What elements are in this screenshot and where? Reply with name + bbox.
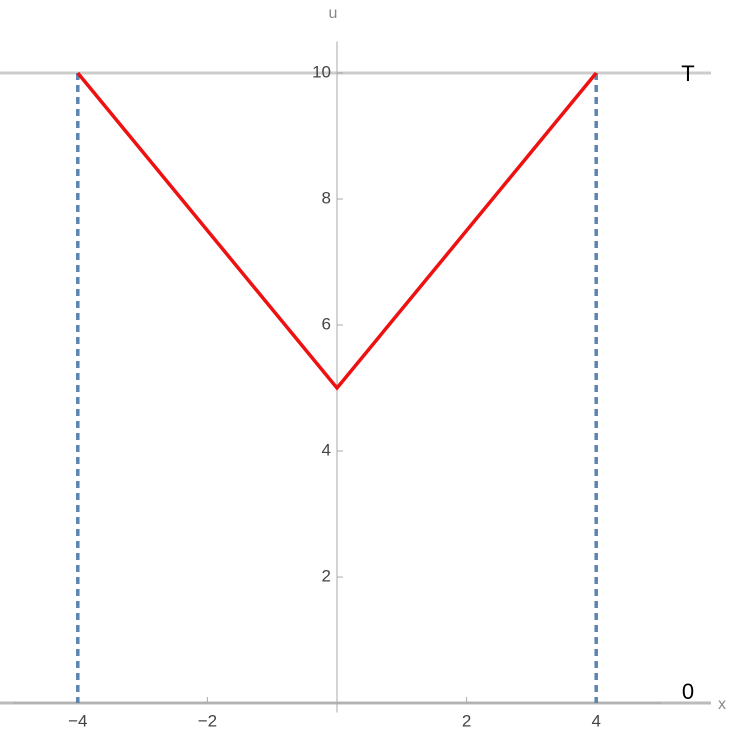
y-tick-label: 6: [322, 315, 331, 334]
x-tick-label: 2: [462, 712, 471, 731]
y-tick-label: 4: [322, 441, 331, 460]
x-tick-label: −4: [68, 712, 87, 731]
y-tick-label: 2: [322, 567, 331, 586]
reference-label: 0: [682, 679, 694, 704]
x-tick-label: −2: [198, 712, 217, 731]
y-tick-label: 8: [322, 188, 331, 207]
line: [76, 71, 598, 391]
y-axis-label: u: [329, 5, 338, 22]
x-axis-label: x: [718, 696, 726, 713]
reference-label: T: [681, 61, 694, 86]
y-tick-label: 10: [312, 62, 331, 81]
x-tick-label: 4: [591, 712, 600, 731]
